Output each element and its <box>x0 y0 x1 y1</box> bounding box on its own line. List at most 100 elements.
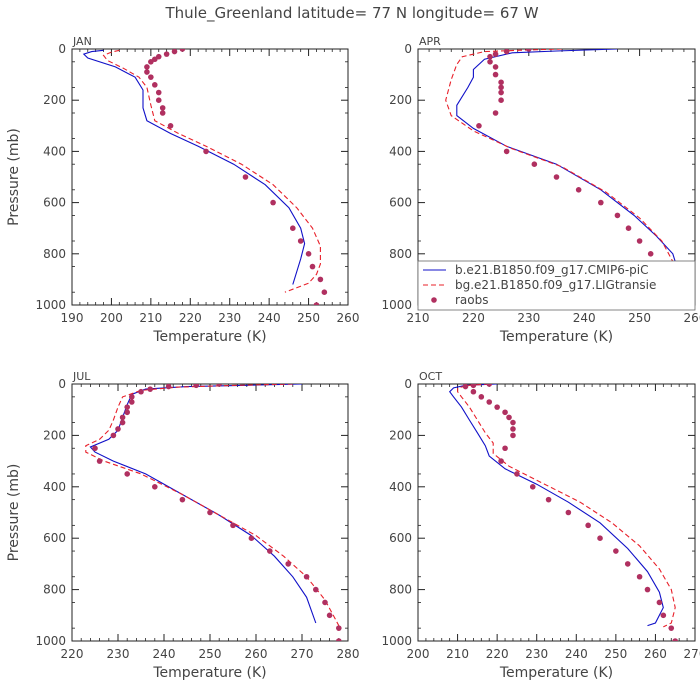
raobs-point <box>470 384 477 389</box>
panel-jan: JAN 190 200 210 220 230 240 250 260 0 200 400 600 800… <box>6 35 359 345</box>
y-tick-label: 1000 <box>381 298 412 312</box>
model-cmip6-line <box>456 49 679 290</box>
panel-oct: OCT 200 210 220 230 240 250 260 270 0 200 400 600 800… <box>381 370 700 681</box>
x-tick-label: 230 <box>525 647 548 661</box>
model-ligtransie-line <box>457 384 676 628</box>
y-tick-label: 0 <box>404 377 412 391</box>
x-tick-label: 220 <box>486 647 509 661</box>
y-tick-label: 400 <box>43 144 66 158</box>
raobs-point <box>502 445 508 452</box>
raobs-point <box>660 612 667 619</box>
raobs-point <box>148 59 154 65</box>
x-axis-label: Temperature (K) <box>152 665 266 681</box>
raobs-point <box>155 89 162 96</box>
y-tick-label: 400 <box>389 480 412 494</box>
raobs-point <box>207 509 213 516</box>
raobs-point <box>672 638 679 641</box>
raobs-point <box>506 414 512 421</box>
y-tick-label: 1000 <box>35 634 66 648</box>
raobs-point <box>305 251 312 257</box>
raobs-point <box>110 432 117 439</box>
x-axis-label: Temperature (K) <box>152 329 266 345</box>
raobs-point <box>625 225 632 231</box>
x-axis-label: Temperature (K) <box>499 665 613 681</box>
raobs-point <box>486 399 493 405</box>
raobs-point <box>155 97 162 103</box>
raobs-point <box>492 51 499 57</box>
raobs-point <box>565 509 572 516</box>
raobs-point <box>309 263 316 270</box>
raobs-point <box>119 419 126 426</box>
raobs-point <box>242 174 249 180</box>
x-tick-label: 190 <box>61 311 84 325</box>
x-tick-label: 240 <box>258 311 281 325</box>
raobs-point <box>636 238 643 244</box>
raobs-point <box>321 289 328 296</box>
y-tick-label: 800 <box>389 247 412 261</box>
raobs-point <box>510 419 516 426</box>
y-tick-label: 1000 <box>381 634 412 648</box>
raobs-point <box>656 599 663 606</box>
raobs-point <box>487 59 493 65</box>
x-tick-label: 210 <box>139 311 162 325</box>
raobs-point <box>510 426 516 432</box>
raobs-point <box>476 123 482 129</box>
x-tick-label: 230 <box>107 647 130 661</box>
x-tick-label: 210 <box>407 311 430 325</box>
raobs-point <box>159 105 166 111</box>
panel-label: JAN <box>72 35 92 48</box>
series-group <box>85 384 342 641</box>
y-tick-label: 200 <box>43 93 66 107</box>
raobs-point <box>313 302 320 305</box>
model-ligtransie-line <box>445 49 680 293</box>
panels: JAN 190 200 210 220 230 240 250 260 0 200 400 600 800… <box>6 35 700 681</box>
raobs-point <box>96 458 103 464</box>
raobs-point <box>494 404 500 410</box>
raobs-point <box>144 69 150 75</box>
raobs-point <box>498 79 504 86</box>
y-tick-label: 200 <box>389 428 412 442</box>
panel-label: JUL <box>72 370 91 383</box>
panel-apr: APR 210 220 230 240 250 260 0 200 400 600 800 1000 Te… <box>381 35 700 345</box>
x-tick-label: 220 <box>179 311 202 325</box>
plot-frame <box>71 48 349 306</box>
raobs-point <box>636 573 643 580</box>
raobs-point <box>502 409 508 416</box>
x-tick-label: 200 <box>100 311 123 325</box>
raobs-point <box>124 409 130 416</box>
x-tick-label: 200 <box>407 647 430 661</box>
raobs-point <box>124 404 130 410</box>
raobs-point <box>248 535 255 541</box>
raobs-point <box>230 522 236 529</box>
figure-title: Thule_Greenland latitude= 77 N longitude… <box>164 4 538 23</box>
raobs-point <box>92 445 98 452</box>
model-cmip6-line <box>448 384 664 627</box>
raobs-point <box>167 123 174 129</box>
x-tick-label: 240 <box>573 311 596 325</box>
x-tick-label: 250 <box>297 311 320 325</box>
model-ligtransie-line <box>102 49 321 293</box>
x-tick-label: 270 <box>684 647 700 661</box>
raobs-point <box>163 51 170 57</box>
raobs-point <box>129 399 135 405</box>
y-tick-label: 200 <box>43 428 66 442</box>
raobs-point <box>545 496 552 503</box>
raobs-point <box>270 199 276 206</box>
raobs-point <box>575 187 582 193</box>
x-tick-label: 270 <box>291 647 314 661</box>
legend-entry: raobs <box>455 293 489 307</box>
y-axis-label: Pressure (mb) <box>6 128 22 226</box>
raobs-point <box>529 484 536 490</box>
raobs-point <box>159 110 166 116</box>
raobs-point <box>492 64 499 70</box>
raobs-point <box>498 97 504 103</box>
legend: b.e21.B1850.f09_g17.CMIP6-piCbg.e21.B185… <box>417 260 696 311</box>
raobs-point <box>585 522 591 529</box>
x-tick-label: 260 <box>684 311 700 325</box>
raobs-point <box>148 74 154 80</box>
raobs-point <box>171 49 178 55</box>
raobs-point <box>290 225 296 231</box>
raobs-point <box>644 586 651 593</box>
legend-swatch <box>431 297 437 303</box>
